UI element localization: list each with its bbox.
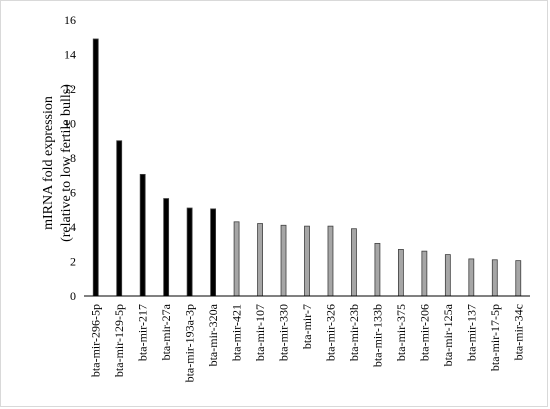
x-tick-label: bta-mir-296-5p [89, 304, 103, 377]
bar [116, 140, 123, 297]
x-tick-label: bta-mir-107 [253, 304, 267, 361]
x-axis-tick-labels: bta-mir-296-5p bta-mir-129-5p bta-mir-217 b… [89, 303, 526, 382]
y-tick-label: 8 [70, 151, 76, 165]
x-tick-label: bta-mir-193a-3p [183, 304, 197, 382]
bar [139, 173, 146, 297]
bar [397, 249, 404, 297]
y-tick-label: 6 [70, 186, 76, 200]
bar [468, 258, 475, 297]
y-tick-label: 14 [64, 48, 76, 62]
bar [280, 224, 287, 297]
y-axis-ticks: 0 2 4 6 8 10 12 14 16 [64, 13, 76, 303]
x-tick-label: bta-mir-206 [417, 304, 431, 361]
bar [421, 250, 428, 297]
x-tick-label: bta-mir-27a [159, 303, 173, 360]
x-tick-label: bta-mir-23b [347, 304, 361, 361]
x-tick-label: bta-mir-326 [323, 304, 337, 361]
y-tick-label: 4 [70, 220, 76, 234]
bars [92, 38, 522, 297]
x-tick-label: bta-mir-375 [394, 304, 408, 361]
bar [491, 259, 498, 297]
x-tick-label: bta-mir-421 [230, 304, 244, 361]
bar [257, 223, 263, 297]
bar [444, 254, 451, 297]
bar [351, 228, 357, 297]
x-tick-label: bta-mir-34c [511, 304, 525, 360]
x-tick-label: bta-mir-129-5p [112, 304, 126, 377]
y-axis-label: mIRNA fold expression [41, 96, 56, 230]
bar [374, 242, 381, 297]
x-tick-label: bta-mir-17-5p [488, 304, 502, 371]
bar [515, 260, 522, 297]
x-tick-label: bta-mir-133b [370, 304, 384, 367]
x-tick-label: bta-mir-125a [441, 303, 455, 366]
y-axis-label-line2: (relative to low fertile bulls) [59, 84, 74, 242]
y-tick-label: 12 [64, 82, 76, 96]
x-tick-label: bta-mir-217 [136, 304, 150, 361]
y-axis-label-group: mIRNA fold expression (relative to low f… [41, 84, 74, 242]
bar [327, 225, 334, 297]
bar [304, 225, 310, 297]
y-tick-label: 10 [64, 117, 76, 131]
bar [186, 207, 193, 297]
x-tick-label: bta-mir-320a [206, 303, 220, 366]
bar [92, 38, 99, 297]
x-tick-label: bta-mir-137 [464, 304, 478, 361]
bar [233, 221, 240, 297]
x-tick-label: bta-mir-7 [300, 304, 314, 349]
bar [210, 208, 217, 297]
x-tick-label: bta-mir-330 [277, 304, 291, 361]
y-tick-label: 0 [70, 289, 76, 303]
y-tick-label: 2 [70, 255, 76, 269]
bar [163, 198, 170, 297]
y-tick-label: 16 [64, 13, 76, 27]
